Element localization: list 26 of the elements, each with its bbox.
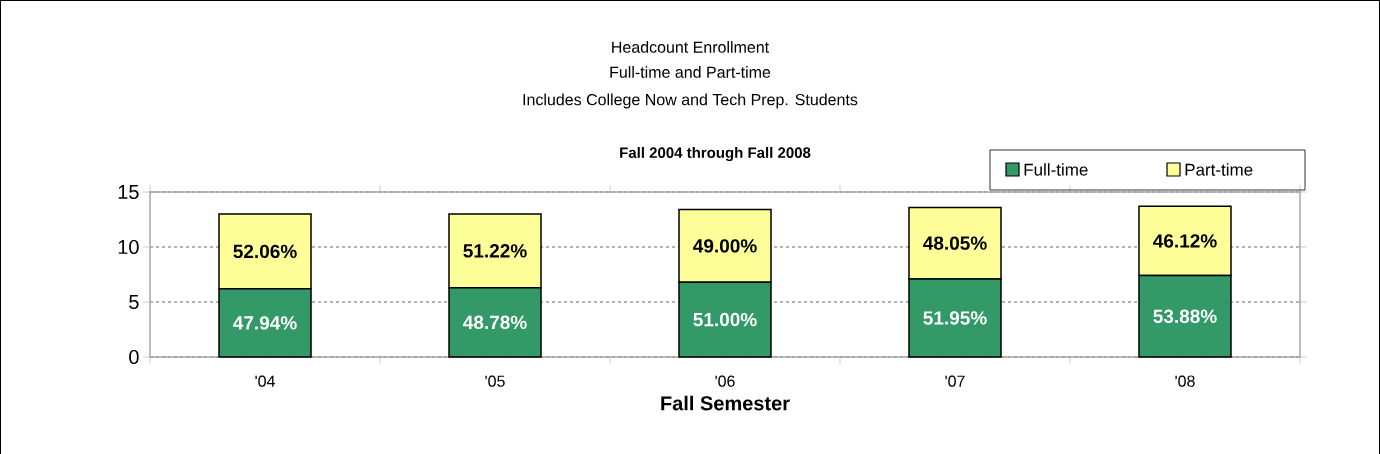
annotation: 51.22% — [463, 244, 527, 258]
annotation: 51.95% — [923, 311, 987, 325]
text: Includes College Now and Tech Prep. Students — [523, 93, 858, 109]
annotation: 51.00% — [693, 312, 757, 327]
x-tick-label: '06 — [715, 375, 735, 387]
chart-title: Headcount Enrollment — [612, 41, 769, 53]
y-tick-label: 10 — [118, 239, 139, 255]
annotation: 48.05% — [923, 236, 987, 250]
chart-subtitle: Full-time and Part-time — [610, 66, 771, 78]
x-tick-label: '07 — [945, 375, 965, 387]
x-tick-label: '05 — [485, 375, 505, 387]
x-tick-label: '04 — [255, 375, 275, 387]
legend-label: Part-time — [1185, 163, 1253, 176]
text: Fall 2004 through Fall 2008 — [620, 146, 811, 162]
annotation: 46.12% — [1153, 234, 1217, 248]
annotation: 53.88% — [1153, 309, 1217, 324]
annotation: 47.94% — [233, 316, 297, 330]
y-tick-label: 5 — [129, 295, 139, 309]
y-tick-label: 0 — [129, 349, 139, 365]
annotation: 49.00% — [693, 239, 757, 253]
x-axis-title: Fall Semester — [661, 395, 790, 411]
y-tick-label: 15 — [118, 185, 139, 199]
x-tick-label: '08 — [1175, 375, 1195, 387]
legend-label: Full-time — [1024, 163, 1088, 176]
annotation: 48.78% — [463, 315, 527, 330]
annotation: 52.06% — [233, 244, 297, 259]
